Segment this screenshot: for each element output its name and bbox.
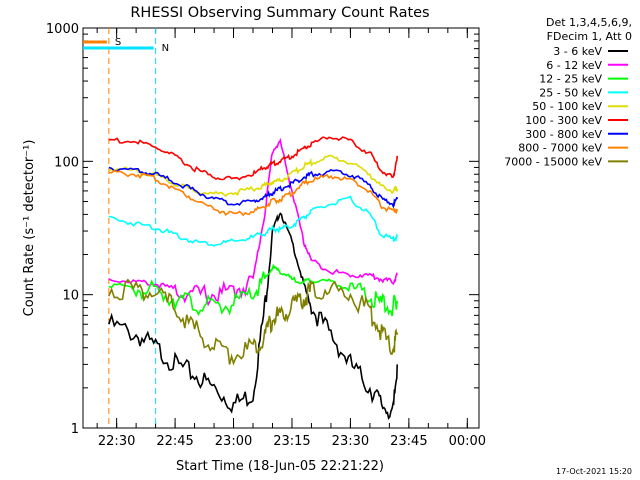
series-line-4: [108, 154, 398, 197]
series-line-8: [108, 278, 398, 366]
x-tick-label: 00:00: [449, 434, 486, 449]
series-line-2: [108, 263, 398, 317]
plot-frame: [82, 27, 480, 429]
y-tick-label: 100: [54, 155, 79, 170]
legend-label-1: 6 - 12 keV: [546, 59, 602, 72]
legend-label-6: 300 - 800 keV: [525, 128, 602, 141]
footer-date: 17-Oct-2021 15:20: [556, 467, 632, 476]
legend-label-2: 12 - 25 keV: [539, 73, 602, 86]
legend-label-5: 100 - 300 keV: [525, 114, 602, 127]
x-tick-label: 22:30: [98, 434, 135, 449]
legend-label-4: 50 - 100 keV: [532, 100, 602, 113]
x-tick-label: 22:45: [156, 434, 193, 449]
series-line-3: [108, 195, 398, 247]
legend-label-8: 7000 - 15000 keV: [504, 155, 602, 168]
x-tick-label: 23:15: [273, 434, 310, 449]
legend-label-3: 25 - 50 keV: [539, 86, 602, 99]
series-line-6: [108, 166, 398, 209]
y-axis-label: Count Rate (s⁻¹ detector⁻¹): [22, 140, 37, 317]
y-tick-label: 10: [62, 289, 79, 304]
series-line-7: [108, 169, 398, 217]
legend-label-7: 800 - 7000 keV: [518, 142, 602, 155]
series-line-0: [108, 212, 398, 420]
chart-title: RHESSI Observing Summary Count Rates: [130, 5, 429, 21]
x-tick-label: 23:45: [390, 434, 427, 449]
x-tick-label: 23:30: [332, 434, 369, 449]
marker-label-n: N: [162, 43, 169, 54]
y-tick-label: 1000: [46, 22, 79, 37]
marker-label-s: S: [115, 37, 121, 48]
legend-header-line-2: FDecim 1, Att 0: [547, 30, 632, 43]
y-tick-label: 1: [71, 422, 79, 437]
series-line-5: [108, 136, 398, 181]
series-line-1: [108, 137, 398, 307]
legend-header-line-1: Det 1,3,4,5,6,9,: [546, 16, 632, 29]
x-axis-label: Start Time (18-Jun-05 22:21:22): [176, 459, 384, 474]
x-tick-label: 23:00: [215, 434, 252, 449]
legend-label-0: 3 - 6 keV: [553, 45, 602, 58]
